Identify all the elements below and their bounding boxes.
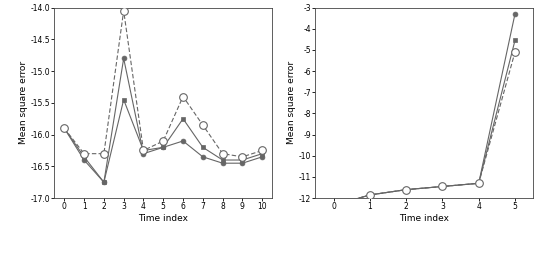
- Y-axis label: Mean square error: Mean square error: [287, 61, 296, 145]
- X-axis label: Time index: Time index: [399, 214, 449, 223]
- Y-axis label: Mean square error: Mean square error: [19, 61, 28, 145]
- X-axis label: Time index: Time index: [138, 214, 188, 223]
